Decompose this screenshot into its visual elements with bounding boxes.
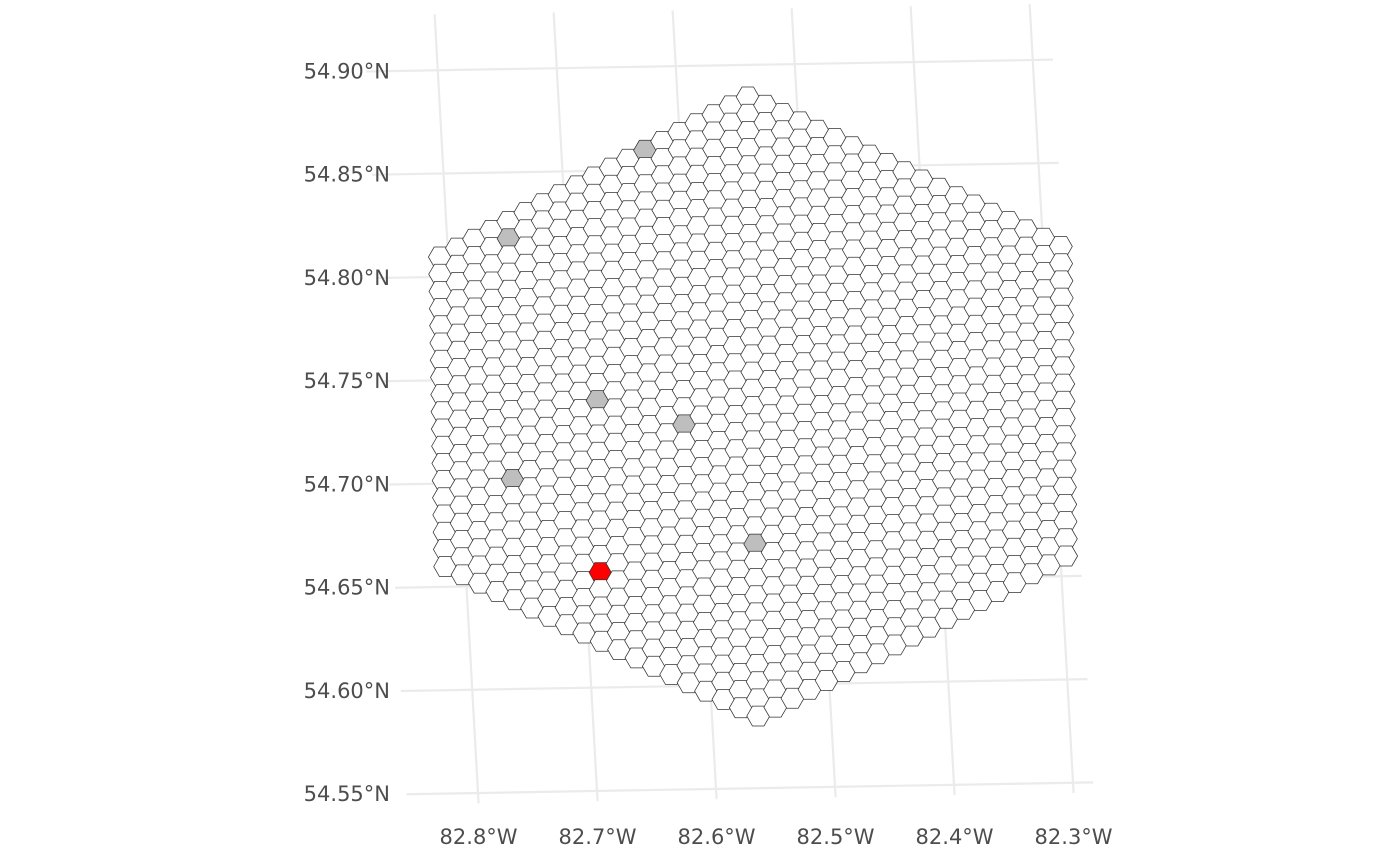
hex-cell xyxy=(763,696,788,718)
hex-cell xyxy=(572,622,597,644)
hex-cell xyxy=(728,697,753,719)
y-tick-label: 54.90°N xyxy=(304,59,390,83)
hex-cell xyxy=(831,661,856,682)
hex-cell xyxy=(468,572,492,594)
hex-cell xyxy=(968,590,993,611)
hex-cell xyxy=(797,679,822,700)
hex-cell xyxy=(1037,554,1061,576)
x-tick-label: 82.5°W xyxy=(797,825,875,849)
x-tick-label: 82.6°W xyxy=(678,825,756,849)
graticule-parallel xyxy=(366,58,1053,73)
hex-cell xyxy=(520,597,545,619)
y-tick-label: 54.70°N xyxy=(304,472,390,496)
hex-cell xyxy=(711,689,736,710)
hex-cell xyxy=(1019,563,1044,585)
x-tick-label: 82.7°W xyxy=(559,825,637,849)
y-tick-label: 54.65°N xyxy=(304,576,390,600)
x-tick-label: 82.4°W xyxy=(916,825,994,849)
hex-cell xyxy=(951,599,976,620)
hex-cell xyxy=(589,630,614,652)
hex-cell xyxy=(485,581,510,602)
hex-cell xyxy=(780,687,805,709)
hex-cell xyxy=(537,606,562,627)
hex-cell xyxy=(659,664,684,685)
x-tick-label: 82.8°W xyxy=(440,825,518,849)
hex-cell xyxy=(848,652,873,674)
hex-cell xyxy=(934,607,959,629)
hex-cell xyxy=(433,556,458,577)
hex-cell xyxy=(917,616,942,638)
hex-cell xyxy=(554,614,579,636)
hex-cell xyxy=(883,634,908,656)
hex-cell xyxy=(676,672,701,694)
hex-cell xyxy=(1002,572,1027,593)
x-axis-labels: 82.8°W 82.7°W 82.6°W 82.5°W 82.4°W 82.3°W xyxy=(440,825,1113,849)
y-tick-label: 54.75°N xyxy=(304,369,390,393)
y-tick-label: 54.80°N xyxy=(304,266,390,290)
hex-cell xyxy=(985,581,1010,602)
hex-cell xyxy=(866,643,890,665)
hex-cell xyxy=(900,625,925,647)
hex-cell xyxy=(814,670,839,691)
hex-cell xyxy=(502,589,527,611)
y-tick-label: 54.55°N xyxy=(304,782,390,806)
hex-cell xyxy=(746,705,771,727)
x-tick-label: 82.3°W xyxy=(1035,825,1113,849)
y-tick-label: 54.85°N xyxy=(304,163,390,187)
y-tick-label: 54.60°N xyxy=(304,679,390,703)
hex-cell xyxy=(450,564,475,586)
hex-cell xyxy=(694,680,719,702)
hex-cell xyxy=(1054,545,1079,567)
hex-cells xyxy=(427,86,1079,727)
y-axis-labels: 54.55°N 54.60°N 54.65°N 54.70°N 54.75°N 54.80… xyxy=(304,59,390,806)
graticule-parallel xyxy=(406,781,1094,796)
